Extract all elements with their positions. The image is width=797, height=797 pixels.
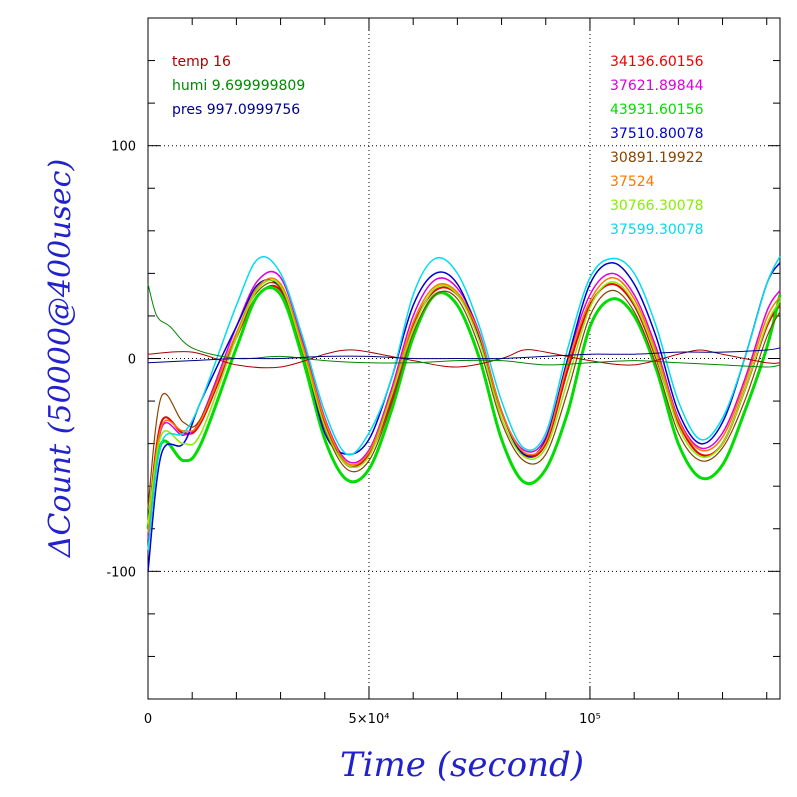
series-legend-item-1: 37621.89844 <box>610 78 704 94</box>
legend: temp 16 humi 9.699999809 pres 997.0999756 3… <box>172 54 704 238</box>
env-legend-item-2: pres 997.0999756 <box>172 102 300 118</box>
series-line-5 <box>147 276 781 534</box>
y-axis-title: ΔCount (50000@400usec) <box>43 159 78 558</box>
x-tick-label-1: 5×10⁴ <box>349 712 390 727</box>
series-legend-item-2: 43931.60156 <box>610 102 704 118</box>
axis-ticks: 0 5×10⁴ 10⁵ 100 0 -100 <box>106 17 780 727</box>
series-legend-item-4: 30891.19922 <box>610 150 704 166</box>
series-legend-item-7: 37599.30078 <box>610 222 704 238</box>
series-legend-item-3: 37510.80078 <box>610 126 704 142</box>
series-legend-item-0: 34136.60156 <box>610 54 704 70</box>
series-line-7 <box>147 255 781 551</box>
x-tick-label-0: 0 <box>144 712 152 727</box>
env-legend-item-0: temp 16 <box>172 54 231 70</box>
series-line-3 <box>147 261 781 572</box>
y-tick-label-2: -100 <box>106 565 136 580</box>
series-line-10 <box>147 347 781 364</box>
y-tick-label-0: 100 <box>111 140 136 155</box>
x-tick-label-2: 10⁵ <box>579 712 601 727</box>
y-tick-label-1: 0 <box>128 353 136 368</box>
series-lines <box>146 255 782 572</box>
series-legend-item-5: 37524 <box>610 174 655 190</box>
series-line-6 <box>147 279 781 525</box>
series-line-9 <box>147 283 781 368</box>
x-axis-title: Time (second) <box>340 745 584 785</box>
series-legend-item-6: 30766.30078 <box>610 198 704 214</box>
env-legend-item-1: humi 9.699999809 <box>172 78 305 94</box>
series-line-2 <box>146 285 782 530</box>
